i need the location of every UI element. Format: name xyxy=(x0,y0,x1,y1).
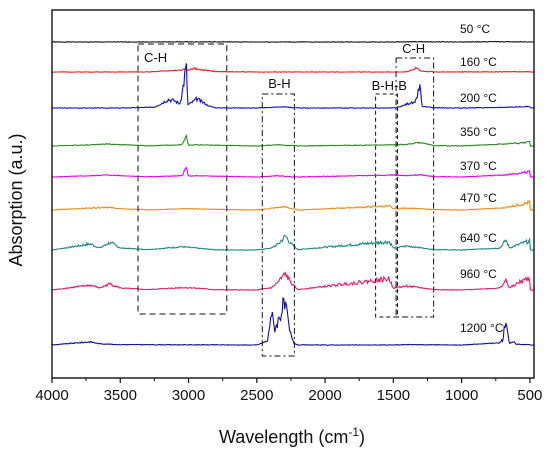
x-tick-label-2500: 2500 xyxy=(240,387,273,404)
series-label-370c: 370 °C xyxy=(460,159,497,173)
y-axis-title: Absorption (a.u.) xyxy=(6,133,26,266)
region-label-3: C-H xyxy=(402,41,425,56)
series-label-350c: 350 °C xyxy=(460,125,497,139)
x-tick-label-3000: 3000 xyxy=(172,387,205,404)
series-line-640c xyxy=(51,234,534,251)
region-label-2: B-H-B xyxy=(372,78,407,93)
x-tick-label-2000: 2000 xyxy=(308,387,341,404)
series-label-470c: 470 °C xyxy=(460,191,497,205)
series-label-960c: 960 °C xyxy=(460,267,497,281)
series-line-470c xyxy=(51,199,534,211)
series-line-960c xyxy=(51,271,534,291)
region-box-0 xyxy=(137,43,228,315)
x-axis-ticks: 4000 3500 3000 2500 2000 1500 1000 500 xyxy=(35,378,542,404)
series-line-1200c xyxy=(51,296,534,346)
x-tick-label-500: 500 xyxy=(517,387,542,404)
region-label-0: C-H xyxy=(144,50,167,65)
x-tick-label-3500: 3500 xyxy=(104,387,137,404)
x-axis-title-superscript: -1 xyxy=(348,425,359,439)
series-line-370c xyxy=(51,166,534,178)
series-label-200c: 200 °C xyxy=(460,91,497,105)
series-line-200c xyxy=(51,63,534,109)
plot-frame xyxy=(51,9,535,379)
region-label-1: B-H xyxy=(268,76,290,91)
plot-area: 50 °C 160 °C 200 °C 350 °C 370 °C 470 °C 640 °… xyxy=(51,22,534,346)
region-box-2 xyxy=(375,93,398,318)
region-box-3 xyxy=(395,57,435,318)
series-label-1200c: 1200 °C xyxy=(460,321,504,335)
series-line-160c xyxy=(51,66,534,73)
region-annotations: C-H B-H B-H-B C-H xyxy=(137,41,435,357)
axes xyxy=(51,9,535,379)
series-label-160c: 160 °C xyxy=(460,55,497,69)
series-label-640c: 640 °C xyxy=(460,231,497,245)
x-tick-label-4000: 4000 xyxy=(35,387,68,404)
series-label-50c: 50 °C xyxy=(460,22,490,36)
x-axis-title: Wavelength (cm-1) xyxy=(219,425,365,447)
series-line-50c xyxy=(51,40,534,43)
region-box-1 xyxy=(261,93,295,357)
x-tick-label-1000: 1000 xyxy=(445,387,478,404)
x-axis-title-close: ) xyxy=(359,427,365,447)
series-line-350c xyxy=(51,134,534,148)
x-tick-label-1500: 1500 xyxy=(377,387,410,404)
x-axis-title-main: Wavelength (cm xyxy=(219,427,348,447)
